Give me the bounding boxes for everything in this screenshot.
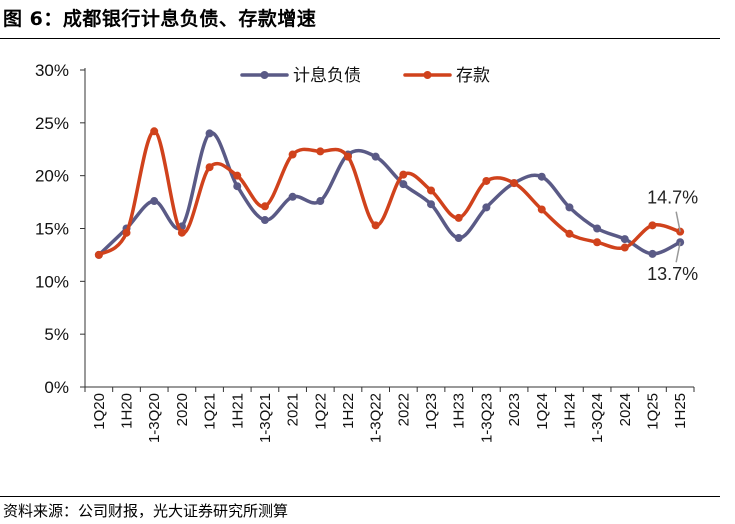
x-tick-label: 1Q23 xyxy=(423,393,440,430)
data-point xyxy=(510,179,519,188)
data-point xyxy=(427,200,436,209)
x-tick-label: 2020 xyxy=(174,393,191,426)
data-point xyxy=(454,234,463,243)
x-tick-label: 1-3Q24 xyxy=(589,393,606,443)
annotation-label: 14.7% xyxy=(647,188,698,208)
y-tick-label: 0% xyxy=(44,378,69,397)
data-point xyxy=(454,213,463,222)
x-tick-label: 1H21 xyxy=(229,393,246,429)
x-tick-label: 1Q22 xyxy=(312,393,329,430)
series-line xyxy=(97,131,682,257)
data-point xyxy=(316,197,325,206)
legend-item-1: 计息负债 xyxy=(240,66,361,86)
x-tick-label: 2024 xyxy=(617,393,634,426)
x-tick-label: 1Q25 xyxy=(644,393,661,430)
x-tick-label: 1-3Q21 xyxy=(257,393,274,443)
source-rule xyxy=(0,496,720,497)
x-tick-label: 1-3Q20 xyxy=(146,393,163,443)
data-point xyxy=(620,235,629,244)
data-point xyxy=(399,180,408,189)
data-point xyxy=(150,127,159,136)
y-tick-label: 15% xyxy=(35,220,69,239)
data-point xyxy=(482,176,491,185)
chart-annotations: 14.7% 13.7% xyxy=(647,188,698,285)
chart-series xyxy=(94,127,685,259)
x-tick-label: 1H23 xyxy=(451,393,468,429)
x-tick-label: 2022 xyxy=(395,393,412,426)
annotation-leader xyxy=(675,242,681,263)
data-point xyxy=(94,250,103,259)
data-point xyxy=(648,221,657,230)
data-point xyxy=(343,152,352,161)
data-point xyxy=(427,186,436,195)
y-tick-label: 20% xyxy=(35,167,69,186)
data-point xyxy=(260,202,269,211)
x-tick-label: 2021 xyxy=(285,393,302,426)
annotation-label: 13.7% xyxy=(647,264,698,284)
data-point xyxy=(205,129,214,138)
x-tick-label: 1H25 xyxy=(672,393,689,429)
data-point xyxy=(593,238,602,247)
x-tick-label: 1-3Q22 xyxy=(368,393,385,443)
data-point xyxy=(399,170,408,179)
legend-label: 存款 xyxy=(456,66,490,86)
data-point xyxy=(122,228,131,237)
chart-axes: 0% 5% 10% 15% 20% 25% 30% 1Q20 1H20 1-3Q20 2020 1Q2… xyxy=(35,61,695,443)
source-note: 资料来源：公司财报，光大证券研究所测算 xyxy=(3,502,289,520)
data-point xyxy=(205,163,214,172)
legend-swatch-marker xyxy=(260,71,269,79)
data-point xyxy=(371,221,380,230)
data-point xyxy=(648,249,657,258)
data-point xyxy=(537,172,546,181)
series-2 xyxy=(94,127,685,259)
x-tick-label: 1Q21 xyxy=(202,393,219,430)
x-tick-label: 1H22 xyxy=(340,393,357,429)
legend-label: 计息负债 xyxy=(293,66,361,86)
series-line xyxy=(97,129,682,257)
x-tick-label: 1Q24 xyxy=(534,393,551,430)
data-point xyxy=(565,203,574,212)
data-point xyxy=(288,150,297,159)
x-tick-label: 1H24 xyxy=(561,393,578,429)
data-point xyxy=(177,228,186,237)
y-tick-label: 25% xyxy=(35,114,69,133)
data-point xyxy=(316,147,325,156)
data-point xyxy=(260,216,269,225)
y-tick-label: 5% xyxy=(44,325,69,344)
x-tick-label: 1H20 xyxy=(119,393,136,429)
annotation-leader xyxy=(675,211,681,232)
chart-legend: 计息负债 存款 xyxy=(240,66,490,86)
line-chart: 0% 5% 10% 15% 20% 25% 30% 1Q20 1H20 1-3Q20 2020 1Q2… xyxy=(35,61,698,443)
data-point xyxy=(620,243,629,252)
data-point xyxy=(371,152,380,161)
title-rule xyxy=(0,38,720,39)
x-tick-label: 2023 xyxy=(506,393,523,426)
data-point xyxy=(150,197,159,206)
data-point xyxy=(233,171,242,180)
x-tick-label: 1Q20 xyxy=(91,393,108,430)
y-tick-label: 30% xyxy=(35,61,69,80)
data-point xyxy=(288,192,297,201)
data-point xyxy=(593,224,602,233)
figure-title: 图 6：成都银行计息负债、存款增速 xyxy=(3,8,317,30)
x-tick-label: 1-3Q23 xyxy=(478,393,495,443)
legend-item-2: 存款 xyxy=(403,66,490,86)
legend-swatch-marker xyxy=(423,71,432,79)
data-point xyxy=(233,182,242,191)
data-point xyxy=(565,229,574,238)
data-point xyxy=(537,205,546,214)
y-tick-label: 10% xyxy=(35,272,69,291)
data-point xyxy=(482,203,491,212)
